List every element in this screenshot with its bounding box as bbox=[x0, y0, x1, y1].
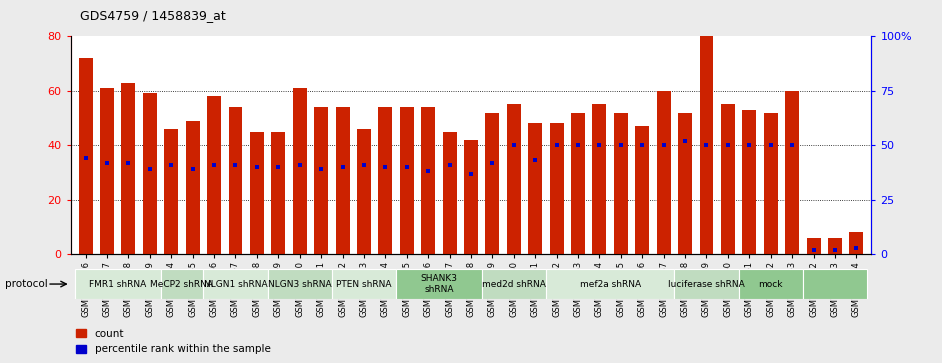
Bar bbox=[396, 269, 481, 299]
Text: protocol: protocol bbox=[5, 279, 47, 289]
Bar bbox=[485, 113, 499, 254]
Bar bbox=[742, 110, 756, 254]
Text: NLGN3 shRNA: NLGN3 shRNA bbox=[268, 280, 332, 289]
Text: mef2a shRNA: mef2a shRNA bbox=[579, 280, 641, 289]
Bar bbox=[635, 126, 649, 254]
Bar bbox=[614, 113, 627, 254]
Bar bbox=[335, 107, 349, 254]
Text: NLGN1 shRNA: NLGN1 shRNA bbox=[203, 280, 268, 289]
Text: GDS4759 / 1458839_at: GDS4759 / 1458839_at bbox=[80, 9, 226, 22]
Bar bbox=[268, 269, 332, 299]
Bar bbox=[700, 36, 713, 254]
Bar bbox=[100, 88, 114, 254]
Bar bbox=[528, 123, 543, 254]
Bar bbox=[250, 131, 264, 254]
Bar bbox=[764, 113, 778, 254]
Bar bbox=[806, 238, 820, 254]
Bar bbox=[786, 91, 799, 254]
Bar bbox=[850, 232, 863, 254]
Text: SHANK3
shRNA: SHANK3 shRNA bbox=[420, 274, 458, 294]
Bar bbox=[229, 107, 242, 254]
Bar bbox=[443, 131, 457, 254]
Bar bbox=[571, 113, 585, 254]
Bar bbox=[164, 129, 178, 254]
Bar bbox=[550, 123, 563, 254]
Text: med2d shRNA: med2d shRNA bbox=[482, 280, 545, 289]
Bar bbox=[421, 107, 435, 254]
Bar bbox=[481, 269, 546, 299]
Bar bbox=[379, 107, 392, 254]
Bar bbox=[75, 269, 160, 299]
Bar bbox=[207, 96, 221, 254]
Legend: count, percentile rank within the sample: count, percentile rank within the sample bbox=[76, 329, 270, 354]
Bar bbox=[464, 140, 478, 254]
Bar bbox=[203, 269, 268, 299]
Bar bbox=[674, 269, 739, 299]
Bar bbox=[79, 58, 92, 254]
Bar bbox=[546, 269, 674, 299]
Bar bbox=[721, 104, 735, 254]
Text: mock: mock bbox=[758, 280, 783, 289]
Bar bbox=[507, 104, 521, 254]
Bar bbox=[657, 91, 671, 254]
Bar bbox=[160, 269, 203, 299]
Bar bbox=[803, 269, 867, 299]
Bar bbox=[293, 88, 307, 254]
Bar bbox=[357, 129, 371, 254]
Bar bbox=[828, 238, 842, 254]
Bar bbox=[678, 113, 692, 254]
Bar bbox=[315, 107, 328, 254]
Bar bbox=[186, 121, 200, 254]
Bar bbox=[739, 269, 803, 299]
Text: FMR1 shRNA: FMR1 shRNA bbox=[89, 280, 146, 289]
Text: luciferase shRNA: luciferase shRNA bbox=[668, 280, 745, 289]
Bar bbox=[271, 131, 285, 254]
Text: MeCP2 shRNA: MeCP2 shRNA bbox=[151, 280, 214, 289]
Bar bbox=[143, 93, 156, 254]
Bar bbox=[593, 104, 607, 254]
Text: PTEN shRNA: PTEN shRNA bbox=[336, 280, 392, 289]
Bar bbox=[399, 107, 414, 254]
Bar bbox=[332, 269, 396, 299]
Bar bbox=[122, 82, 136, 254]
